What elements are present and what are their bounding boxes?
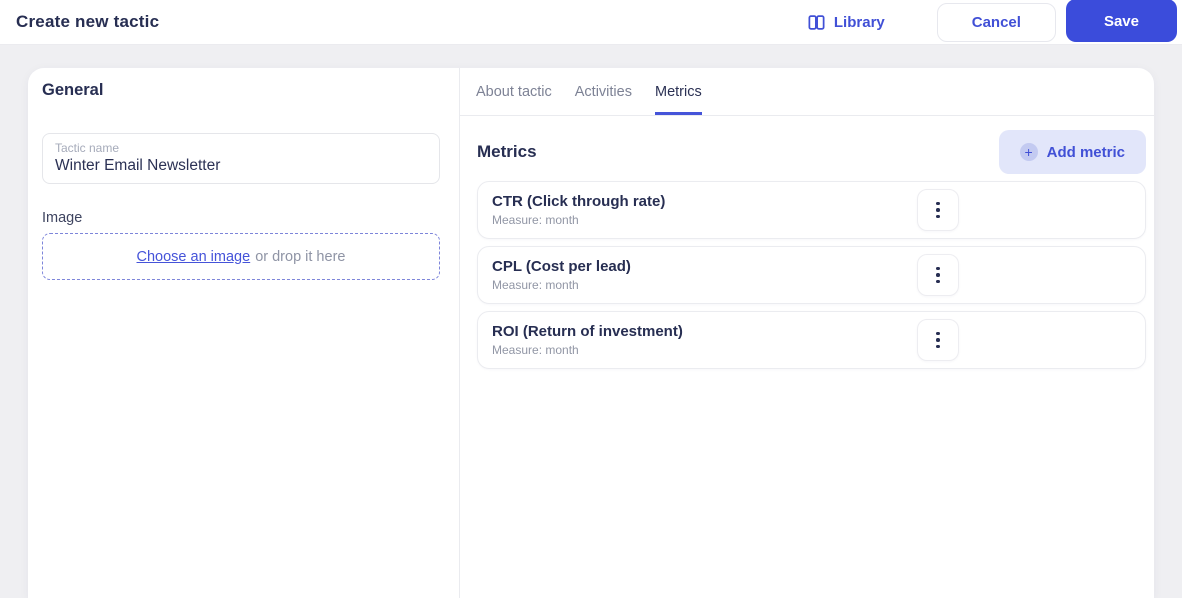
metric-card-cpl: CPL (Cost per lead) Measure: month (477, 246, 1146, 304)
kebab-menu-icon (936, 201, 940, 219)
page-title: Create new tactic (16, 12, 160, 31)
metric-card-roi: ROI (Return of investment) Measure: mont… (477, 311, 1146, 369)
tab-bar: About tactic Activities Metrics (460, 68, 1154, 116)
general-section: General Tactic name Image Choose an imag… (28, 68, 460, 598)
kebab-menu-icon (936, 266, 940, 284)
library-button-label: Library (833, 13, 885, 31)
tactic-name-input[interactable] (55, 157, 427, 175)
metric-title: CTR (Click through rate) (492, 193, 666, 210)
tactic-name-field[interactable]: Tactic name (42, 133, 440, 184)
metric-options-button[interactable] (917, 189, 959, 231)
metrics-tab-content: Metrics + Add metric CTR (Click through … (460, 116, 1154, 369)
choose-image-link[interactable]: Choose an image (136, 248, 251, 265)
metric-title: CPL (Cost per lead) (492, 258, 631, 275)
metric-measure: Measure: month (492, 343, 579, 357)
general-heading: General (42, 81, 104, 99)
metric-title: ROI (Return of investment) (492, 323, 683, 340)
metric-measure: Measure: month (492, 278, 579, 292)
metric-options-button[interactable] (917, 254, 959, 296)
metric-measure: Measure: month (492, 213, 579, 227)
tab-metrics[interactable]: Metrics (655, 68, 702, 115)
image-label: Image (42, 210, 83, 226)
metric-card-ctr: CTR (Click through rate) Measure: month (477, 181, 1146, 239)
kebab-menu-icon (936, 331, 940, 349)
add-metric-label: Add metric (1046, 143, 1125, 161)
save-button[interactable]: Save (1065, 0, 1177, 42)
top-bar-actions: Library Cancel Save (799, 0, 1182, 44)
metric-list: CTR (Click through rate) Measure: month … (477, 181, 1146, 369)
create-tactic-panel: General Tactic name Image Choose an imag… (28, 68, 1154, 598)
tactic-detail-section: About tactic Activities Metrics Metrics … (460, 68, 1154, 598)
metrics-heading: Metrics (477, 142, 537, 161)
image-dropzone[interactable]: Choose an image or drop it here (42, 233, 440, 280)
add-metric-button[interactable]: + Add metric (998, 130, 1146, 174)
metrics-header-row: Metrics + Add metric (477, 130, 1146, 174)
library-button[interactable]: Library (799, 7, 893, 38)
metric-options-button[interactable] (917, 319, 959, 361)
plus-icon: + (1019, 143, 1038, 161)
library-book-icon (807, 13, 826, 32)
tactic-name-label: Tactic name (55, 141, 120, 155)
top-bar: Create new tactic Library Cancel Save (0, 0, 1182, 45)
tab-activities[interactable]: Activities (574, 83, 632, 100)
cancel-button[interactable]: Cancel (936, 2, 1056, 42)
tab-about-tactic[interactable]: About tactic (476, 83, 552, 100)
drop-hint-text: or drop it here (255, 248, 346, 265)
